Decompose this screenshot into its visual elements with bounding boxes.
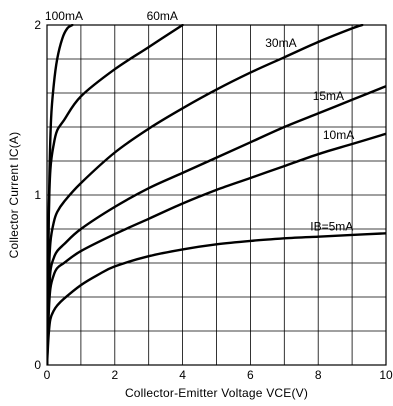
x-tick-label: 4 [179, 368, 186, 382]
curves [47, 24, 386, 365]
x-tick-label: 2 [111, 368, 118, 382]
series-line-15ma [47, 85, 386, 365]
curve-label: 30mA [265, 36, 296, 50]
grid [47, 25, 386, 365]
plot-frame [46, 24, 387, 366]
x-tick-label: 6 [247, 368, 254, 382]
series-line-30ma [47, 24, 364, 365]
y-tick-label: 1 [34, 188, 41, 202]
curve-label: 10mA [323, 128, 354, 142]
curve-label: 100mA [45, 9, 83, 23]
x-tick-label: 10 [379, 368, 393, 382]
x-tick-label: 8 [315, 368, 322, 382]
series-line-ib-5ma [47, 232, 386, 365]
x-axis-title: Collector-Emitter Voltage VCE(V) [125, 386, 308, 400]
x-tick-label: 0 [44, 368, 51, 382]
curve-label: 60mA [147, 9, 178, 23]
curve-label: 15mA [313, 89, 344, 103]
series-line-100ma [47, 24, 74, 365]
y-tick-label: 2 [34, 18, 41, 32]
curve-label: IB=5mA [310, 220, 353, 234]
y-axis-title: Collector Current IC(A) [7, 132, 21, 259]
tick-labels: 0 2 4 6 8 10 0 1 2 [34, 18, 393, 382]
y-tick-label: 0 [34, 358, 41, 372]
curve-labels: 100mA 60mA 30mA 15mA 10mA IB=5mA [45, 9, 354, 234]
series-line-10ma [47, 132, 386, 365]
